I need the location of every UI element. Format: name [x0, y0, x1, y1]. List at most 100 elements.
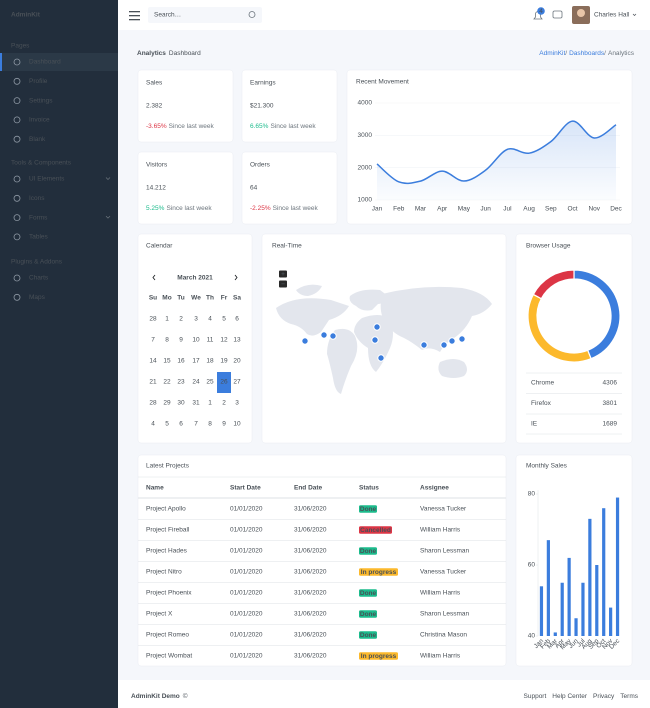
day[interactable]: 14 — [149, 358, 157, 365]
day[interactable]: 16 — [177, 358, 185, 365]
day[interactable]: 23 — [177, 379, 185, 386]
map-marker[interactable] — [320, 331, 328, 339]
status-text: Done — [360, 548, 377, 555]
footer — [118, 680, 650, 708]
nav-item[interactable]: Profile — [29, 78, 48, 85]
day[interactable]: 18 — [206, 358, 214, 365]
status-badge — [359, 652, 398, 660]
breadcrumb-item[interactable]: AdminKit — [539, 50, 565, 57]
chevron — [105, 177, 111, 180]
breadcrumb-item[interactable]: Dashboards — [569, 50, 605, 57]
zoom-button[interactable] — [279, 270, 287, 278]
next-arrow[interactable] — [234, 274, 238, 281]
zoom-button[interactable] — [279, 280, 287, 288]
map-marker[interactable] — [440, 341, 448, 349]
day[interactable]: 2 — [179, 316, 183, 323]
table-cell: Vanessa Tucker — [420, 506, 467, 513]
status-badge — [359, 589, 377, 597]
day[interactable]: 8 — [165, 337, 169, 344]
day[interactable]: 17 — [192, 358, 200, 365]
day[interactable]: 1 — [208, 400, 212, 407]
nav-item[interactable]: Blank — [29, 136, 46, 143]
day[interactable]: 6 — [179, 421, 183, 428]
day[interactable]: 11 — [207, 337, 214, 344]
day[interactable]: 24 — [192, 379, 200, 386]
day[interactable]: 28 — [149, 400, 157, 407]
day[interactable]: 30 — [177, 400, 185, 407]
day[interactable]: 4 — [208, 316, 212, 323]
day[interactable]: 26 — [220, 379, 228, 386]
footer-link[interactable]: Privacy — [593, 693, 615, 700]
map-marker[interactable] — [329, 332, 337, 340]
column-header: Start Date — [230, 485, 261, 492]
stat-note: Since last week — [273, 205, 319, 212]
footer-link[interactable]: Help Center — [552, 693, 588, 700]
day[interactable]: 2 — [222, 400, 226, 407]
day[interactable]: 9 — [222, 421, 226, 428]
bar — [615, 497, 620, 636]
nav-heading: Plugins & Addons — [11, 259, 63, 266]
nav-item[interactable]: Forms — [29, 214, 48, 221]
map-marker[interactable] — [371, 336, 379, 344]
hamburger[interactable] — [129, 19, 140, 21]
nav-item[interactable]: Dashboard — [29, 59, 61, 66]
day[interactable]: 3 — [235, 400, 239, 407]
day[interactable]: 6 — [235, 316, 239, 323]
day[interactable]: 27 — [233, 379, 241, 386]
day[interactable]: 22 — [163, 379, 171, 386]
bar — [560, 582, 564, 636]
day[interactable]: 13 — [233, 337, 241, 344]
day[interactable]: 20 — [233, 358, 241, 365]
prev-arrow[interactable] — [152, 274, 156, 281]
stat-value: $21.300 — [250, 103, 274, 110]
user-name[interactable]: Charles Hall — [594, 12, 630, 19]
hamburger[interactable] — [129, 15, 140, 17]
day[interactable]: 19 — [220, 358, 228, 365]
nav-item[interactable]: Tables — [29, 234, 49, 241]
map-marker[interactable] — [301, 337, 309, 345]
footer-link[interactable]: Support — [524, 693, 547, 700]
map-marker[interactable] — [448, 337, 456, 345]
nav-item[interactable]: Settings — [29, 97, 53, 104]
search-icon[interactable] — [248, 11, 256, 18]
nav-item[interactable]: Icons — [29, 195, 45, 202]
day[interactable]: 21 — [149, 379, 157, 386]
x-tick-label: Oct — [567, 206, 577, 213]
map-marker[interactable] — [373, 323, 381, 331]
table-cell: Sharon Lessman — [420, 611, 470, 618]
day[interactable]: 7 — [194, 421, 198, 428]
map-marker[interactable] — [420, 341, 428, 349]
day[interactable]: 12 — [220, 337, 228, 344]
map-marker[interactable] — [377, 354, 385, 362]
nav-item[interactable]: Maps — [29, 294, 46, 301]
day[interactable]: 10 — [192, 337, 200, 344]
footer-link[interactable]: Terms — [620, 693, 638, 700]
day[interactable]: 29 — [163, 400, 171, 407]
y-tick-label: 40 — [528, 633, 536, 640]
day[interactable]: 31 — [192, 400, 200, 407]
status-text: Done — [360, 590, 377, 597]
chat-icon[interactable] — [552, 10, 563, 19]
day[interactable]: 15 — [163, 358, 171, 365]
day[interactable]: 7 — [151, 337, 155, 344]
day[interactable]: 28 — [149, 316, 157, 323]
hamburger[interactable] — [129, 11, 140, 13]
day[interactable]: 1 — [165, 316, 169, 323]
day[interactable]: 4 — [151, 421, 155, 428]
nav-item[interactable]: UI Elements — [29, 176, 65, 183]
status-text: Done — [360, 611, 377, 618]
legend-name: IE — [531, 421, 538, 428]
day[interactable]: 8 — [208, 421, 212, 428]
day[interactable]: 10 — [233, 421, 241, 428]
day[interactable]: 9 — [179, 337, 183, 344]
avatar-face — [577, 9, 585, 17]
map-marker[interactable] — [458, 335, 466, 343]
day[interactable]: 25 — [206, 379, 214, 386]
day[interactable]: 3 — [194, 316, 198, 323]
nav-item[interactable]: Charts — [29, 275, 49, 282]
day[interactable]: 5 — [222, 316, 226, 323]
card — [137, 151, 234, 225]
nav-item[interactable]: Invoice — [29, 117, 50, 124]
search-box[interactable] — [148, 7, 262, 23]
day[interactable]: 5 — [165, 421, 169, 428]
